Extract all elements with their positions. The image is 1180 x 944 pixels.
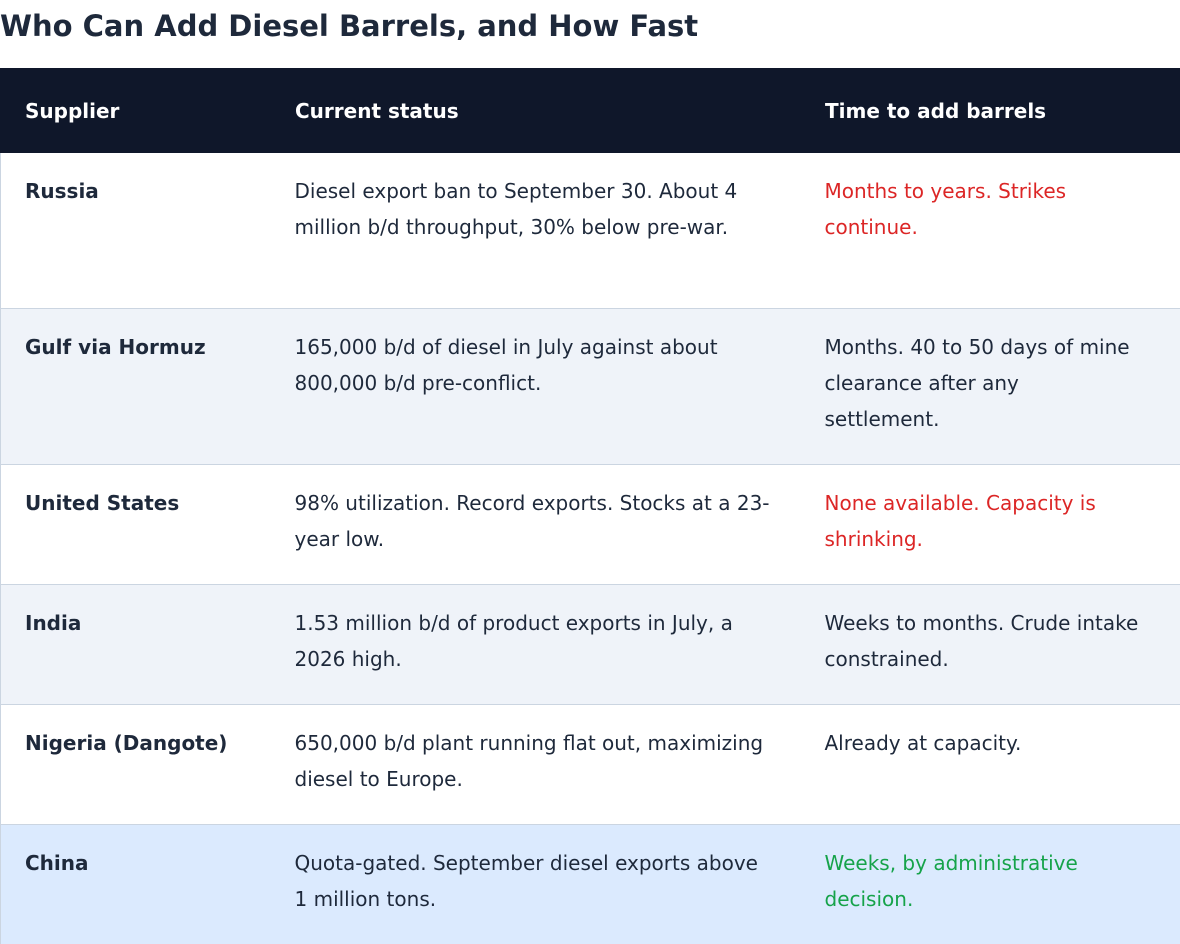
time-cell: Months to years. Strikes continue.: [800, 152, 1180, 309]
status-cell: 98% utilization. Record exports. Stocks …: [270, 464, 801, 585]
table-row: Nigeria (Dangote) 650,000 b/d plant runn…: [0, 704, 1180, 825]
supplier-cell: India: [0, 584, 271, 705]
table-row: Russia Diesel export ban to September 30…: [0, 152, 1180, 309]
header-row: Supplier Current status Time to add barr…: [0, 68, 1180, 153]
table-row-highlighted: China Quota-gated. September diesel expo…: [0, 824, 1180, 944]
supplier-cell: Nigeria (Dangote): [0, 704, 271, 825]
status-cell: Diesel export ban to September 30. About…: [270, 152, 801, 309]
status-cell: Quota-gated. September diesel exports ab…: [270, 824, 801, 944]
status-cell: 1.53 million b/d of product exports in J…: [270, 584, 801, 705]
table-row: India 1.53 million b/d of product export…: [0, 584, 1180, 705]
table-body: Russia Diesel export ban to September 30…: [0, 152, 1180, 944]
supplier-cell: Russia: [0, 152, 271, 309]
page-title: Who Can Add Diesel Barrels, and How Fast: [0, 9, 699, 43]
column-header-time-to-add-barrels: Time to add barrels: [800, 68, 1180, 153]
column-header-current-status: Current status: [270, 68, 801, 153]
status-cell: 650,000 b/d plant running flat out, maxi…: [270, 704, 801, 825]
supplier-cell: Gulf via Hormuz: [0, 308, 271, 465]
supplier-cell: United States: [0, 464, 271, 585]
supplier-cell: China: [0, 824, 271, 944]
table-row: Gulf via Hormuz 165,000 b/d of diesel in…: [0, 308, 1180, 465]
column-header-supplier: Supplier: [0, 68, 271, 153]
table-row: United States 98% utilization. Record ex…: [0, 464, 1180, 585]
time-cell: Months. 40 to 50 days of mine clearance …: [800, 308, 1180, 465]
table-header: Supplier Current status Time to add barr…: [0, 68, 1180, 153]
status-cell: 165,000 b/d of diesel in July against ab…: [270, 308, 801, 465]
time-cell: None available. Capacity is shrinking.: [800, 464, 1180, 585]
time-cell: Weeks to months. Crude intake constraine…: [800, 584, 1180, 705]
supplier-table: Supplier Current status Time to add barr…: [0, 68, 1180, 944]
time-cell: Already at capacity.: [800, 704, 1180, 825]
time-cell: Weeks, by administrative decision.: [800, 824, 1180, 944]
